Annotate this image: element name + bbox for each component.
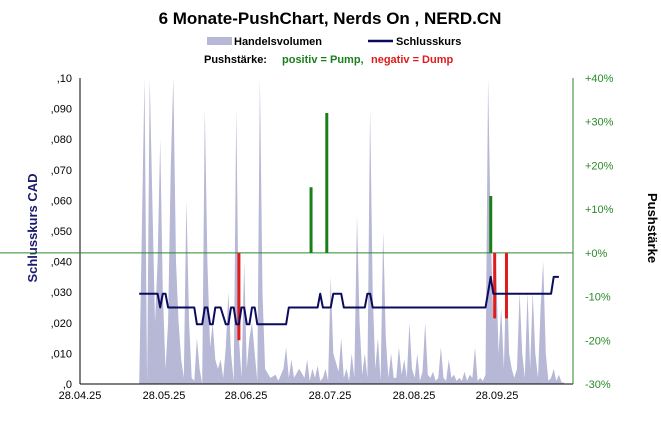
push-legend-label: Pushstärke:: [204, 54, 267, 66]
close-price-line: [139, 275, 559, 326]
y-left-tick-label: ,090: [51, 104, 72, 116]
y-axis-right-title: Pushstärke: [645, 193, 660, 263]
y-right-tick-label: +0%: [585, 248, 608, 260]
y-left-tick-label: ,040: [51, 257, 72, 269]
y-left-tick-label: ,10: [57, 73, 72, 85]
y-right-tick-label: +40%: [585, 73, 614, 85]
y-left-tick-label: ,010: [51, 348, 72, 360]
y-left-tick-label: ,030: [51, 287, 72, 299]
tick-labels-layer: ,0 ,010 ,020 ,030 ,040 ,050 ,060 ,070 ,080 ,090 ,1…: [51, 73, 614, 402]
y-axis-left-title: Schlusskurs CAD: [25, 173, 40, 282]
x-tick-label: 28.05.25: [143, 390, 186, 402]
push-legend: Pushstärke: positiv = Pump, negativ = Du…: [204, 54, 453, 66]
y-right-tick-label: -10%: [585, 292, 611, 304]
y-left-tick-label: ,070: [51, 165, 72, 177]
y-left-tick-label: ,080: [51, 134, 72, 146]
x-tick-label: 28.06.25: [225, 390, 268, 402]
push-bars-layer: [237, 112, 508, 341]
legend-volume-swatch: [207, 37, 232, 45]
y-right-tick-label: -20%: [585, 335, 611, 347]
y-right-tick-label: +20%: [585, 160, 614, 172]
chart-title: 6 Monate-PushChart, Nerds On , NERD.CN: [159, 9, 502, 28]
volume-area: [139, 78, 565, 384]
y-right-tick-label: -30%: [585, 379, 611, 391]
legend-close-label: Schlusskurs: [396, 36, 461, 48]
y-left-tick-label: ,050: [51, 226, 72, 238]
push-legend-negative: negativ = Dump: [371, 54, 453, 66]
y-right-tick-label: +30%: [585, 117, 614, 129]
axes-layer: [0, 78, 574, 385]
x-tick-label: 28.08.25: [393, 390, 436, 402]
y-left-tick-label: ,0: [63, 379, 72, 391]
push-legend-positive: positiv = Pump,: [282, 54, 364, 66]
x-tick-label: 28.09.25: [476, 390, 519, 402]
x-tick-label: 28.07.25: [309, 390, 352, 402]
y-right-tick-label: +10%: [585, 204, 614, 216]
close-line-layer: [139, 275, 559, 326]
y-left-tick-label: ,020: [51, 318, 72, 330]
volume-area-layer: [139, 78, 565, 384]
legend-volume-label: Handelsvolumen: [234, 36, 322, 48]
x-tick-label: 28.04.25: [59, 390, 102, 402]
y-left-tick-label: ,060: [51, 195, 72, 207]
